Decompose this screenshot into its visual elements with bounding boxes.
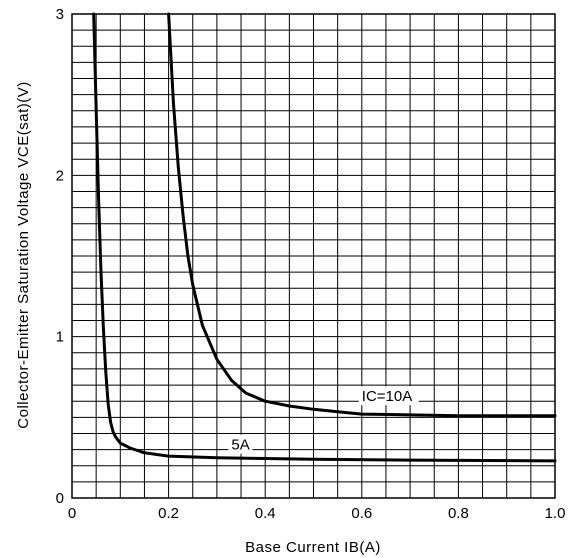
annotation-backing <box>228 434 253 454</box>
curve-label: IC=10A <box>362 388 412 405</box>
x-tick-label: 0.8 <box>448 505 469 522</box>
series-line-ic10a <box>167 12 557 418</box>
tick-labels: 0 0.2 0.4 0.6 0.8 1.0 0 1 2 3 <box>56 6 566 522</box>
curve-annotations: IC=10A 5A <box>228 386 419 454</box>
y-axis-label: Collector-Emitter Saturation Voltage VCE… <box>15 81 32 428</box>
plot-frame <box>71 13 556 499</box>
y-tick-label: 3 <box>56 6 64 23</box>
x-axis-label: Base Current IB(A) <box>245 539 381 556</box>
annotation-backing <box>358 386 419 406</box>
grid <box>72 14 555 498</box>
x-tick-label: 0 <box>68 505 76 522</box>
y-tick-label: 0 <box>56 490 64 507</box>
curve-label: 5A <box>231 437 249 454</box>
x-tick-label: 0.6 <box>351 505 372 522</box>
x-tick-label: 0.4 <box>255 505 276 522</box>
x-tick-label: 1.0 <box>545 505 566 522</box>
curves <box>92 12 557 463</box>
series-line-5a <box>92 12 557 463</box>
y-tick-label: 1 <box>56 329 64 346</box>
y-tick-label: 2 <box>56 167 64 184</box>
x-tick-label: 0.2 <box>158 505 179 522</box>
